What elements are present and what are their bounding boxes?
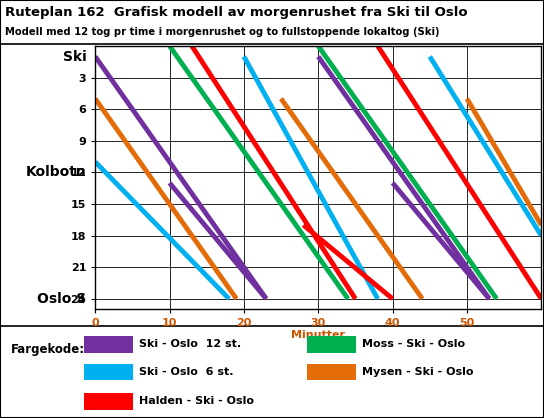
- Bar: [84, 393, 133, 410]
- Text: Mysen - Ski - Oslo: Mysen - Ski - Oslo: [362, 367, 473, 377]
- Text: Fargekode:: Fargekode:: [11, 343, 85, 356]
- Bar: [84, 336, 133, 353]
- Bar: [307, 336, 356, 353]
- X-axis label: Minutter: Minutter: [291, 330, 345, 340]
- Text: Kolbotn: Kolbotn: [26, 166, 86, 179]
- Text: Modell med 12 tog pr time i morgenrushet og to fullstoppende lokaltog (Ski): Modell med 12 tog pr time i morgenrushet…: [5, 27, 440, 37]
- Text: Moss - Ski - Oslo: Moss - Ski - Oslo: [362, 339, 465, 349]
- Text: Oslo S: Oslo S: [37, 292, 86, 306]
- Text: Ski: Ski: [63, 49, 86, 64]
- Text: Halden - Ski - Oslo: Halden - Ski - Oslo: [139, 396, 254, 406]
- Text: Ski - Oslo  12 st.: Ski - Oslo 12 st.: [139, 339, 241, 349]
- Text: Ruteplan 162  Grafisk modell av morgenrushet fra Ski til Oslo: Ruteplan 162 Grafisk modell av morgenrus…: [5, 6, 468, 19]
- Bar: [84, 364, 133, 380]
- Text: Ski - Oslo  6 st.: Ski - Oslo 6 st.: [139, 367, 233, 377]
- Bar: [307, 364, 356, 380]
